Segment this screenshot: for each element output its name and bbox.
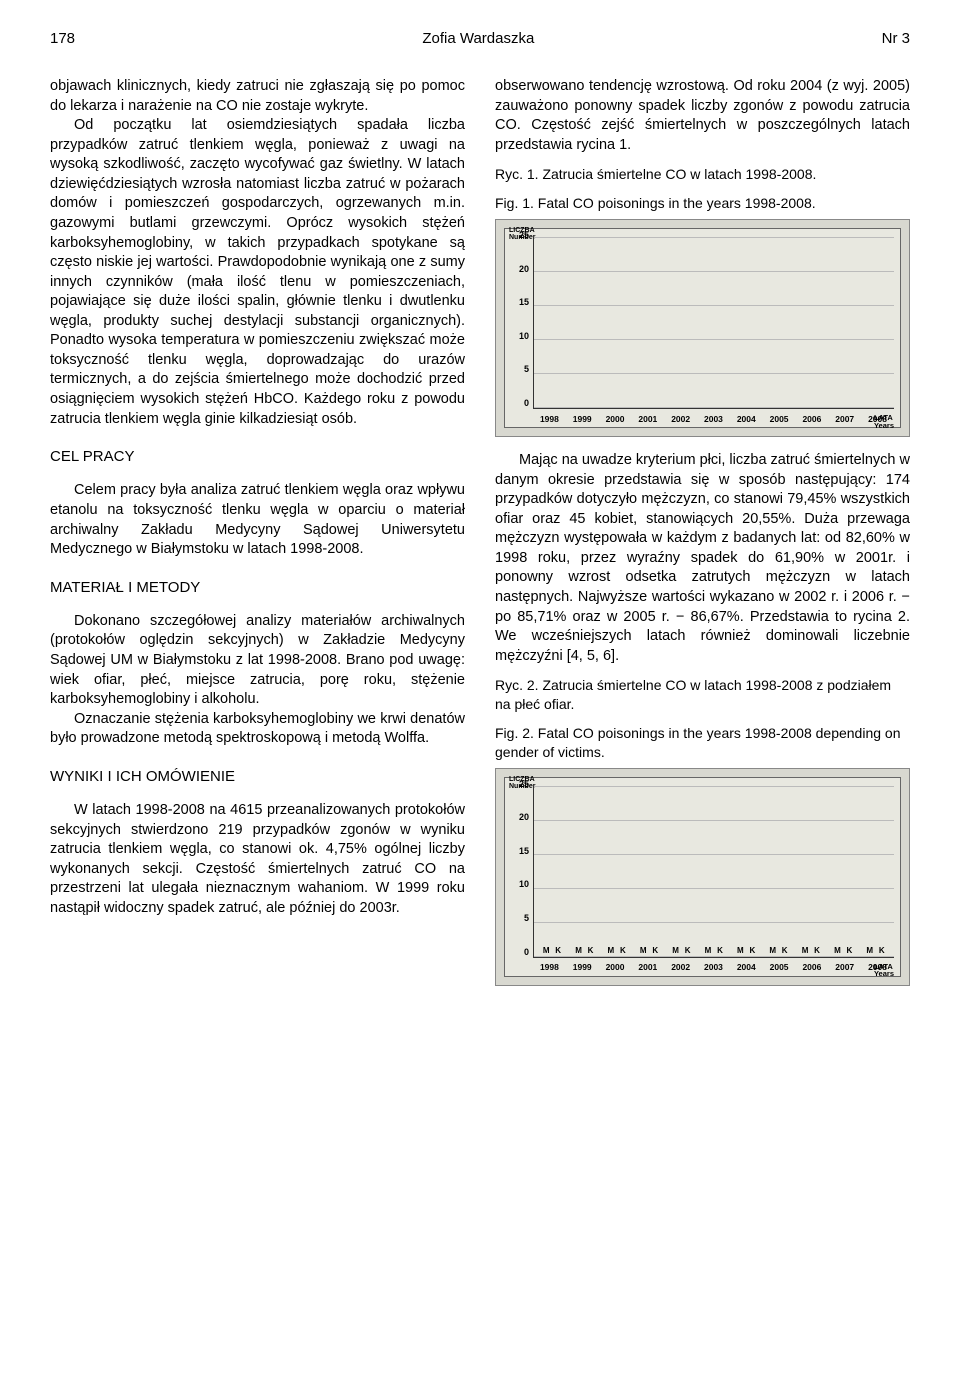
body-text: Od początku lat osiemdziesiątych spadała… [50, 116, 465, 429]
x-axis-label: LATAYears [874, 963, 894, 978]
figure-1-caption-en: Fig. 1. Fatal CO poisonings in the years… [495, 194, 910, 213]
bars [534, 237, 894, 408]
x-axis-label: LATAYears [874, 414, 894, 429]
section-heading-cel: CEL PRACY [50, 447, 465, 467]
body-text: obserwowano tendencję wzrostową. Od roku… [495, 77, 910, 155]
x-axis: 1998199920002001200220032004200520062007… [533, 962, 894, 973]
body-text: objawach klinicznych, kiedy zatruci nie … [50, 77, 465, 116]
x-axis: 1998199920002001200220032004200520062007… [533, 414, 894, 425]
section-heading-wyniki: WYNIKI I ICH OMÓWIENIE [50, 767, 465, 787]
body-text: Celem pracy była analiza zatruć tlenkiem… [50, 481, 465, 559]
issue-number: Nr 3 [882, 30, 910, 47]
body-text: Mając na uwadze kryterium płci, liczba z… [495, 451, 910, 666]
body-text: Oznaczanie stężenia karboksyhemoglobiny … [50, 710, 465, 749]
figure-1-caption-pl: Ryc. 1. Zatrucia śmiertelne CO w latach … [495, 165, 910, 184]
left-column: objawach klinicznych, kiedy zatruci nie … [50, 77, 465, 1000]
plot-area: MKMKMKMKMKMKMKMKMKMKMK [533, 786, 894, 958]
chart-2: LICZBANumber 2520151050 MKMKMKMKMKMKMKMK… [495, 768, 910, 986]
body-text: W latach 1998-2008 na 4615 przeanalizowa… [50, 801, 465, 918]
y-axis: 2520151050 [505, 778, 533, 958]
author-name: Zofia Wardaszka [422, 30, 534, 47]
figure-2-caption-pl: Ryc. 2. Zatrucia śmiertelne CO w latach … [495, 676, 910, 714]
figure-2-caption-en: Fig. 2. Fatal CO poisonings in the years… [495, 724, 910, 762]
y-axis: 2520151050 [505, 229, 533, 409]
page-header: 178 Zofia Wardaszka Nr 3 [50, 30, 910, 47]
two-column-layout: objawach klinicznych, kiedy zatruci nie … [50, 77, 910, 1000]
chart-1: LICZBANumber 2520151050 1998199920002001… [495, 219, 910, 437]
body-text: Dokonano szczegółowej analizy materiałów… [50, 612, 465, 710]
plot-area [533, 237, 894, 409]
section-heading-material: MATERIAŁ I METODY [50, 578, 465, 598]
page-number: 178 [50, 30, 75, 47]
right-column: obserwowano tendencję wzrostową. Od roku… [495, 77, 910, 1000]
bars: MKMKMKMKMKMKMKMKMKMKMK [534, 786, 894, 957]
